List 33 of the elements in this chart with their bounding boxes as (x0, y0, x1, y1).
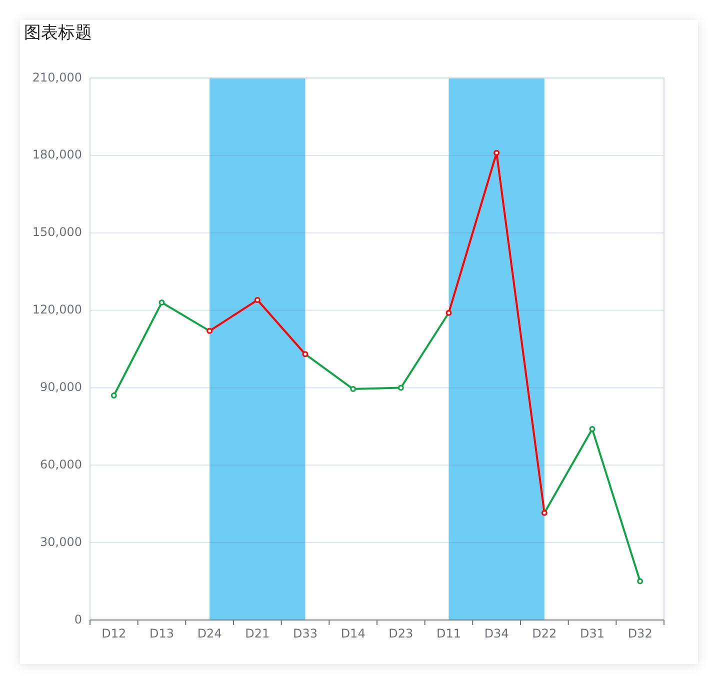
y-tick-label: 210,000 (32, 70, 82, 84)
point (589, 426, 596, 432)
x-tick-label: D14 (340, 626, 366, 640)
point (206, 328, 213, 334)
point (637, 578, 644, 584)
y-tick-label: 0 (74, 612, 82, 626)
point (398, 384, 404, 391)
y-tick-label: 120,000 (32, 302, 82, 317)
point (541, 510, 548, 516)
y-tick-label: 150,000 (32, 225, 82, 240)
x-tick-label: D33 (292, 626, 318, 640)
x-tick-label: D24 (197, 626, 222, 640)
x-tick-label: D13 (149, 626, 174, 640)
point (350, 386, 356, 392)
point (494, 150, 500, 156)
y-tick-label: 30,000 (40, 534, 82, 549)
x-tick-label: D22 (532, 626, 557, 640)
point (254, 296, 260, 303)
x-tick-label: D34 (484, 626, 509, 640)
y-tick-label: 60,000 (40, 457, 82, 472)
x-tick-label: D12 (102, 626, 126, 640)
x-tick-label: D21 (245, 626, 270, 640)
y-tick-label: 90,000 (40, 380, 82, 394)
point (158, 300, 165, 306)
point (110, 392, 117, 398)
x-tick-label: D32 (628, 626, 652, 640)
point (302, 351, 308, 358)
y-tick-label: 180,000 (32, 148, 82, 162)
x-tick-label: D11 (436, 626, 462, 640)
x-tick-label: D23 (388, 626, 414, 640)
chart-title: 图表标题 (24, 23, 92, 43)
point (446, 310, 452, 316)
x-tick-label: D31 (580, 626, 605, 640)
